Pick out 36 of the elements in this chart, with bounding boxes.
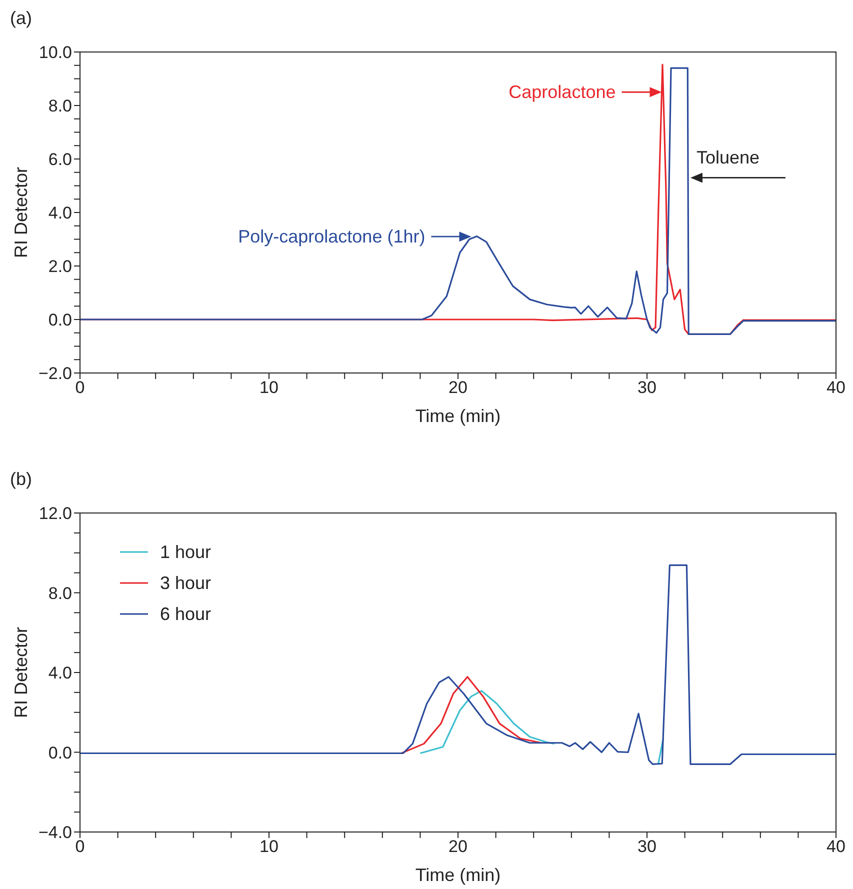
chart-title: (b) [10,469,32,489]
y-tick-label: 0.0 [48,743,72,762]
y-tick-label: 4.0 [48,664,72,683]
y-tick-label: 6.0 [48,150,72,170]
y-axis-title: RI Detector [10,166,31,258]
y-tick-label: −2.0 [38,364,72,384]
x-axis-title: Time (min) [415,865,501,885]
x-tick-label: 30 [638,378,656,398]
x-tick-label: 0 [75,837,85,856]
y-tick-label: 4.0 [48,204,72,223]
y-tick-label: 8.0 [48,96,72,116]
y-axis-title: RI Detector [10,626,31,718]
x-tick-label: 20 [448,837,468,856]
x-axis-title: Time (min) [415,406,501,426]
y-tick-label: 0.0 [48,310,72,330]
x-tick-label: 30 [638,837,656,856]
chart-title: (a) [10,8,32,28]
y-tick-label: 2.0 [48,257,72,276]
x-tick-label: 20 [448,378,468,398]
x-tick-label: 10 [260,378,278,398]
y-tick-label: 8.0 [48,584,72,603]
x-tick-label: 0 [75,378,85,398]
y-tick-label: 12.0 [38,504,72,524]
annotation: Poly-caprolactone (1hr) [238,226,426,247]
legend-label: 6 hour [160,604,212,624]
x-tick-label: 10 [260,837,278,856]
legend-label: 3 hour [160,573,212,593]
x-tick-label: 40 [826,837,846,856]
line-series [400,676,542,754]
x-tick-label: 40 [826,378,846,398]
annotation: Toluene [696,148,760,168]
legend-label: 1 hour [160,542,212,562]
line-series [80,564,836,766]
annotation: Caprolactone [508,82,616,102]
y-tick-label: −4.0 [38,823,72,842]
y-tick-label: 10.0 [38,43,72,62]
